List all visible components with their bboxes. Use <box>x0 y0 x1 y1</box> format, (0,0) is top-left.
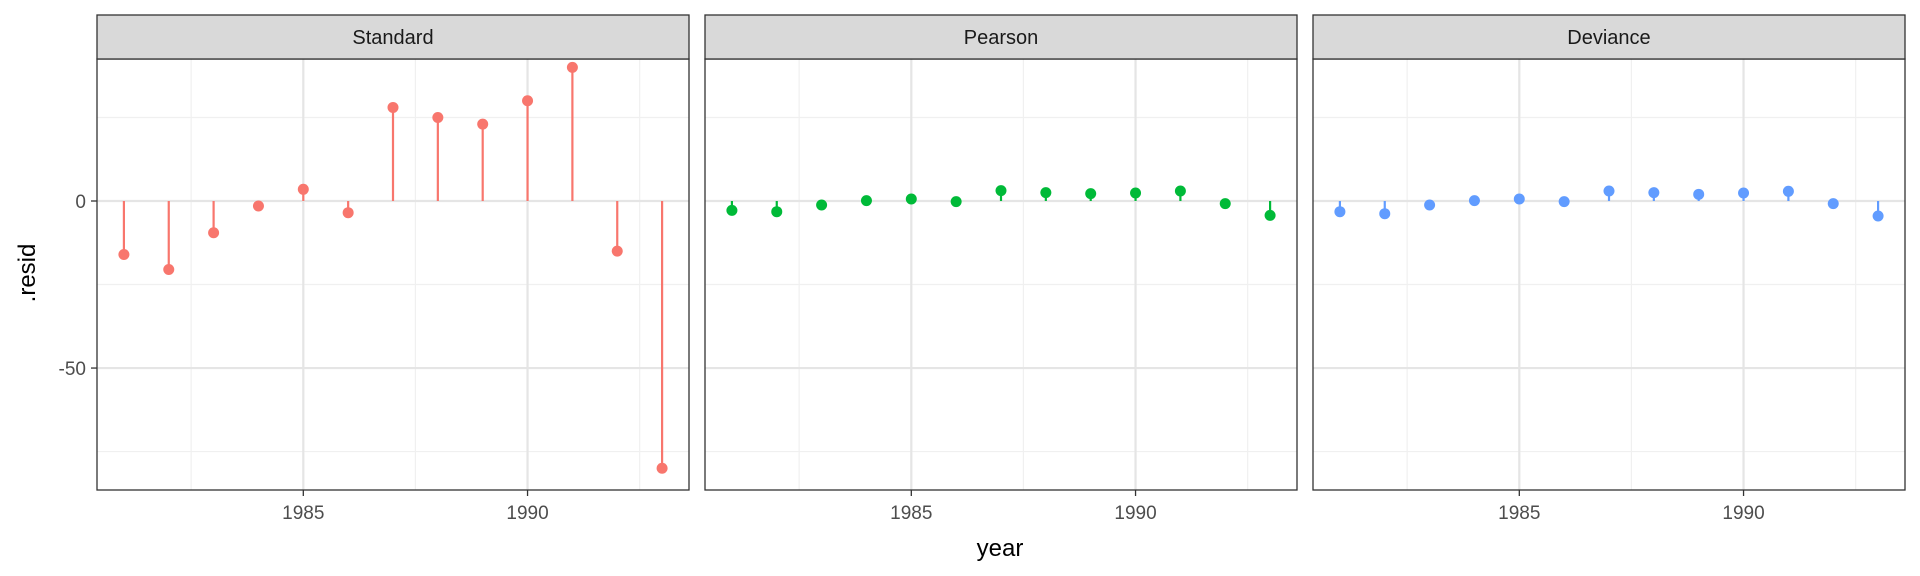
facet-strip <box>704 14 1298 60</box>
residual-point <box>1872 210 1884 222</box>
residual-point <box>1379 208 1391 220</box>
residual-point <box>1334 206 1346 218</box>
residual-point <box>432 111 444 123</box>
residual-point <box>387 101 399 113</box>
residual-point <box>1827 198 1839 210</box>
facet-strip-label: Pearson <box>964 27 1039 49</box>
residual-point <box>726 204 738 216</box>
residual-point <box>950 196 962 208</box>
residual-point <box>297 183 309 195</box>
y-tick-label: -50 <box>59 359 86 380</box>
residual-point <box>816 199 828 211</box>
residual-point <box>1513 193 1525 205</box>
facet-strip-label: Standard <box>352 27 433 49</box>
facet-strip-label: Deviance <box>1567 27 1650 49</box>
x-axis-title: year <box>977 535 1024 562</box>
panel-background <box>705 59 1297 490</box>
x-tick-label: 1985 <box>890 503 932 524</box>
residual-point <box>477 118 489 130</box>
residual-point <box>995 185 1007 197</box>
residual-point <box>1468 195 1480 207</box>
facet-panels: Standard 1985 1990 Pearson 1985 1990 Deviance 1… <box>96 14 1906 524</box>
residual-point <box>522 95 534 107</box>
residual-point <box>1648 187 1660 199</box>
residual-point <box>118 248 130 260</box>
y-axis: 0 -50 <box>59 192 97 380</box>
panel-background <box>1313 59 1905 490</box>
residual-point <box>656 462 668 474</box>
facet-panel-pearson: Pearson 1985 1990 <box>704 14 1298 524</box>
facet-panel-standard: Standard 1985 1990 <box>96 14 690 524</box>
residual-point <box>1693 188 1705 200</box>
residual-point <box>611 245 623 257</box>
residual-point <box>1738 187 1750 199</box>
residual-point <box>1174 185 1186 197</box>
x-tick-label: 1990 <box>1114 503 1156 524</box>
residual-point <box>342 207 354 219</box>
y-axis-title: .resid <box>14 244 41 303</box>
x-tick-label: 1990 <box>1722 503 1764 524</box>
residual-point <box>208 227 220 239</box>
residual-point <box>860 195 872 207</box>
residual-point <box>1558 196 1570 208</box>
y-tick-label: 0 <box>75 192 86 213</box>
residual-point <box>1219 198 1231 210</box>
x-tick-label: 1985 <box>1498 503 1540 524</box>
facet-panel-deviance: Deviance 1985 1990 <box>1312 14 1906 524</box>
residual-point <box>1264 209 1276 221</box>
x-tick-label: 1990 <box>506 503 548 524</box>
residual-point <box>771 206 783 218</box>
facet-strip <box>1312 14 1906 60</box>
residual-point <box>252 200 264 212</box>
residual-point <box>1782 185 1794 197</box>
facet-strip <box>96 14 690 60</box>
residual-point <box>1040 187 1052 199</box>
residual-point <box>905 193 917 205</box>
residual-point <box>163 263 175 275</box>
residual-point <box>1603 185 1615 197</box>
residual-point <box>566 61 578 73</box>
x-tick-label: 1985 <box>282 503 324 524</box>
residual-point <box>1424 199 1436 211</box>
residual-point <box>1085 188 1097 200</box>
residual-point <box>1130 187 1142 199</box>
